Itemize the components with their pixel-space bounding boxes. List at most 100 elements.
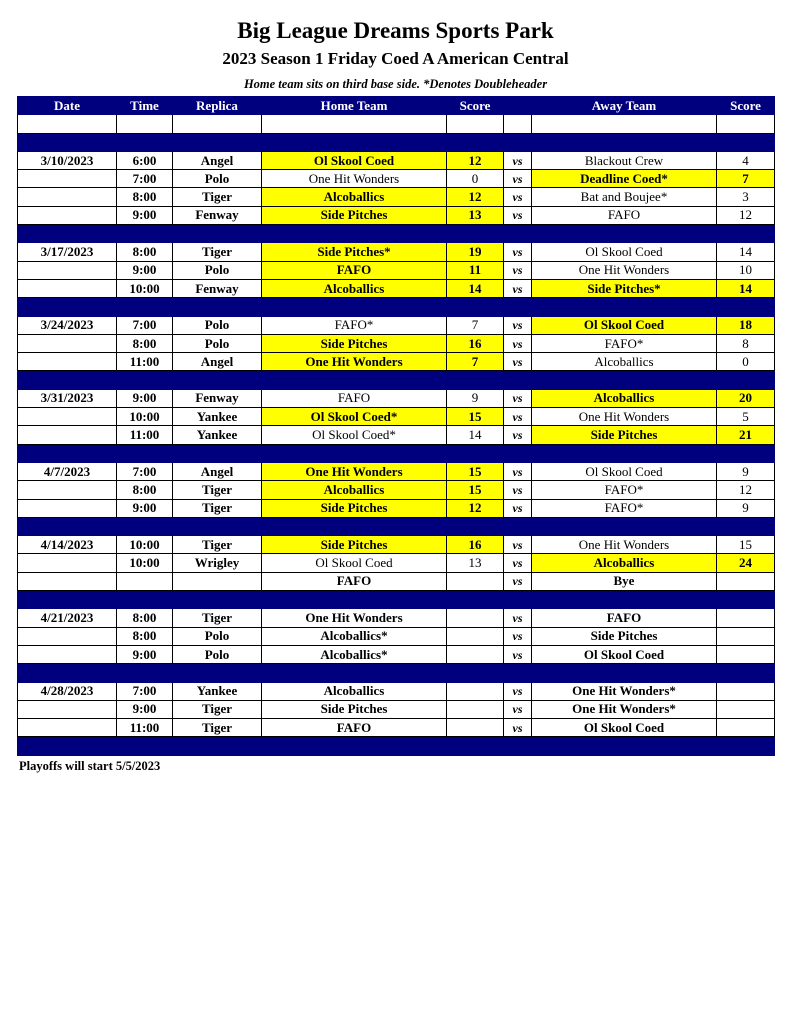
- replica-cell: Tiger: [172, 535, 262, 555]
- empty-cell: [17, 443, 117, 463]
- empty-cell: [716, 370, 775, 390]
- empty-cell: [17, 114, 117, 134]
- home-score-cell: [446, 644, 504, 665]
- empty-cell: [17, 297, 117, 317]
- replica-cell: Fenway: [172, 388, 262, 409]
- away-score-cell: 7: [716, 169, 775, 189]
- vs-cell: vs: [503, 480, 532, 500]
- empty-cell: [446, 590, 504, 610]
- home-team-cell: Ol Skool Coed: [261, 150, 447, 171]
- vs-cell: vs: [503, 461, 532, 482]
- home-team-cell: Side Pitches: [261, 699, 447, 720]
- home-team-cell: Alcoballics: [261, 278, 447, 299]
- away-team-cell: Side Pitches*: [531, 278, 717, 299]
- time-cell: 9:00: [116, 388, 173, 409]
- date-cell: 4/28/2023: [17, 681, 117, 701]
- empty-cell: [172, 224, 262, 244]
- time-cell: 8:00: [116, 242, 173, 262]
- game-row: FAFO vs Bye: [17, 571, 775, 592]
- empty-cell: [446, 114, 504, 134]
- empty-cell: [261, 370, 447, 390]
- vs-cell: vs: [503, 626, 532, 646]
- date-cell: [17, 187, 117, 207]
- game-row: 4/14/2023 10:00 Tiger Side Pitches 16 vs One H…: [17, 535, 775, 555]
- away-team-cell: One Hit Wonders: [531, 535, 717, 555]
- away-team-cell: Ol Skool Coed: [531, 315, 717, 335]
- replica-cell: Tiger: [172, 187, 262, 207]
- empty-cell: [116, 114, 173, 134]
- away-score-cell: 9: [716, 498, 775, 518]
- empty-cell: [116, 736, 173, 756]
- empty-cell: [116, 297, 173, 317]
- away-team-cell: One Hit Wonders*: [531, 681, 717, 701]
- game-row: 7:00 Polo One Hit Wonders 0 vs Deadline Coed*…: [17, 169, 775, 189]
- game-row: 3/31/2023 9:00 Fenway FAFO 9 vs Alcoballics 20: [17, 388, 775, 409]
- empty-cell: [116, 516, 173, 537]
- away-team-cell: Alcoballics: [531, 388, 717, 409]
- game-row: 8:00 Polo Alcoballics* vs Side Pitches: [17, 626, 775, 646]
- week-separator-row: [17, 516, 775, 537]
- away-team-cell: FAFO*: [531, 333, 717, 354]
- schedule-note: Home team sits on third base side. *Deno…: [243, 77, 548, 91]
- empty-cell: [17, 516, 117, 537]
- empty-cell: [261, 132, 447, 152]
- game-row: 9:00 Polo FAFO 11 vs One Hit Wonders 10: [17, 260, 775, 280]
- empty-cell: [503, 132, 532, 152]
- home-team-cell: Side Pitches: [261, 333, 447, 354]
- replica-cell: Polo: [172, 333, 262, 354]
- home-team-cell: Ol Skool Coed: [261, 553, 447, 573]
- home-score-cell: [446, 571, 504, 592]
- vs-cell: vs: [503, 535, 532, 555]
- away-score-cell: 9: [716, 461, 775, 482]
- footer-note: Playoffs will start 5/5/2023: [19, 759, 161, 773]
- week-separator-row: [17, 370, 775, 390]
- replica-cell: Angel: [172, 352, 262, 372]
- home-score-cell: 19: [446, 242, 504, 262]
- home-team-cell: One Hit Wonders: [261, 169, 447, 189]
- replica-cell: Polo: [172, 169, 262, 189]
- empty-cell: [17, 224, 117, 244]
- date-cell: [17, 626, 117, 646]
- away-score-cell: 20: [716, 388, 775, 409]
- empty-cell: [716, 516, 775, 537]
- date-cell: [17, 407, 117, 427]
- game-row: 11:00 Angel One Hit Wonders 7 vs Alcoballics 0: [17, 352, 775, 372]
- home-score-cell: 12: [446, 150, 504, 171]
- date-cell: [17, 169, 117, 189]
- home-score-cell: [446, 626, 504, 646]
- time-cell: 10:00: [116, 535, 173, 555]
- empty-cell: [17, 663, 117, 683]
- empty-cell: [172, 736, 262, 756]
- empty-cell: [716, 224, 775, 244]
- home-team-cell: Ol Skool Coed*: [261, 425, 447, 445]
- home-team-cell: FAFO: [261, 260, 447, 280]
- date-cell: 3/31/2023: [17, 388, 117, 409]
- vs-cell: vs: [503, 333, 532, 354]
- game-row: 10:00 Yankee Ol Skool Coed* 15 vs One Hit Won…: [17, 407, 775, 427]
- col-away-score: Score: [716, 95, 775, 116]
- replica-cell: Yankee: [172, 407, 262, 427]
- empty-cell: [172, 132, 262, 152]
- game-row: 8:00 Tiger Alcoballics 15 vs FAFO* 12: [17, 480, 775, 500]
- home-score-cell: 16: [446, 333, 504, 354]
- date-cell: 4/14/2023: [17, 535, 117, 555]
- replica-cell: Tiger: [172, 608, 262, 628]
- away-team-cell: Bye: [531, 571, 717, 592]
- empty-cell: [503, 297, 532, 317]
- date-cell: [17, 553, 117, 573]
- home-score-cell: [446, 608, 504, 628]
- empty-cell: [531, 132, 717, 152]
- away-score-cell: [716, 571, 775, 592]
- empty-cell: [261, 443, 447, 463]
- date-cell: [17, 260, 117, 280]
- time-cell: 7:00: [116, 681, 173, 701]
- away-team-cell: Deadline Coed*: [531, 169, 717, 189]
- empty-cell: [446, 516, 504, 537]
- vs-cell: vs: [503, 571, 532, 592]
- home-team-cell: FAFO: [261, 718, 447, 738]
- away-score-cell: 15: [716, 535, 775, 555]
- away-score-cell: [716, 608, 775, 628]
- away-score-cell: [716, 681, 775, 701]
- empty-cell: [261, 224, 447, 244]
- date-cell: 4/7/2023: [17, 461, 117, 482]
